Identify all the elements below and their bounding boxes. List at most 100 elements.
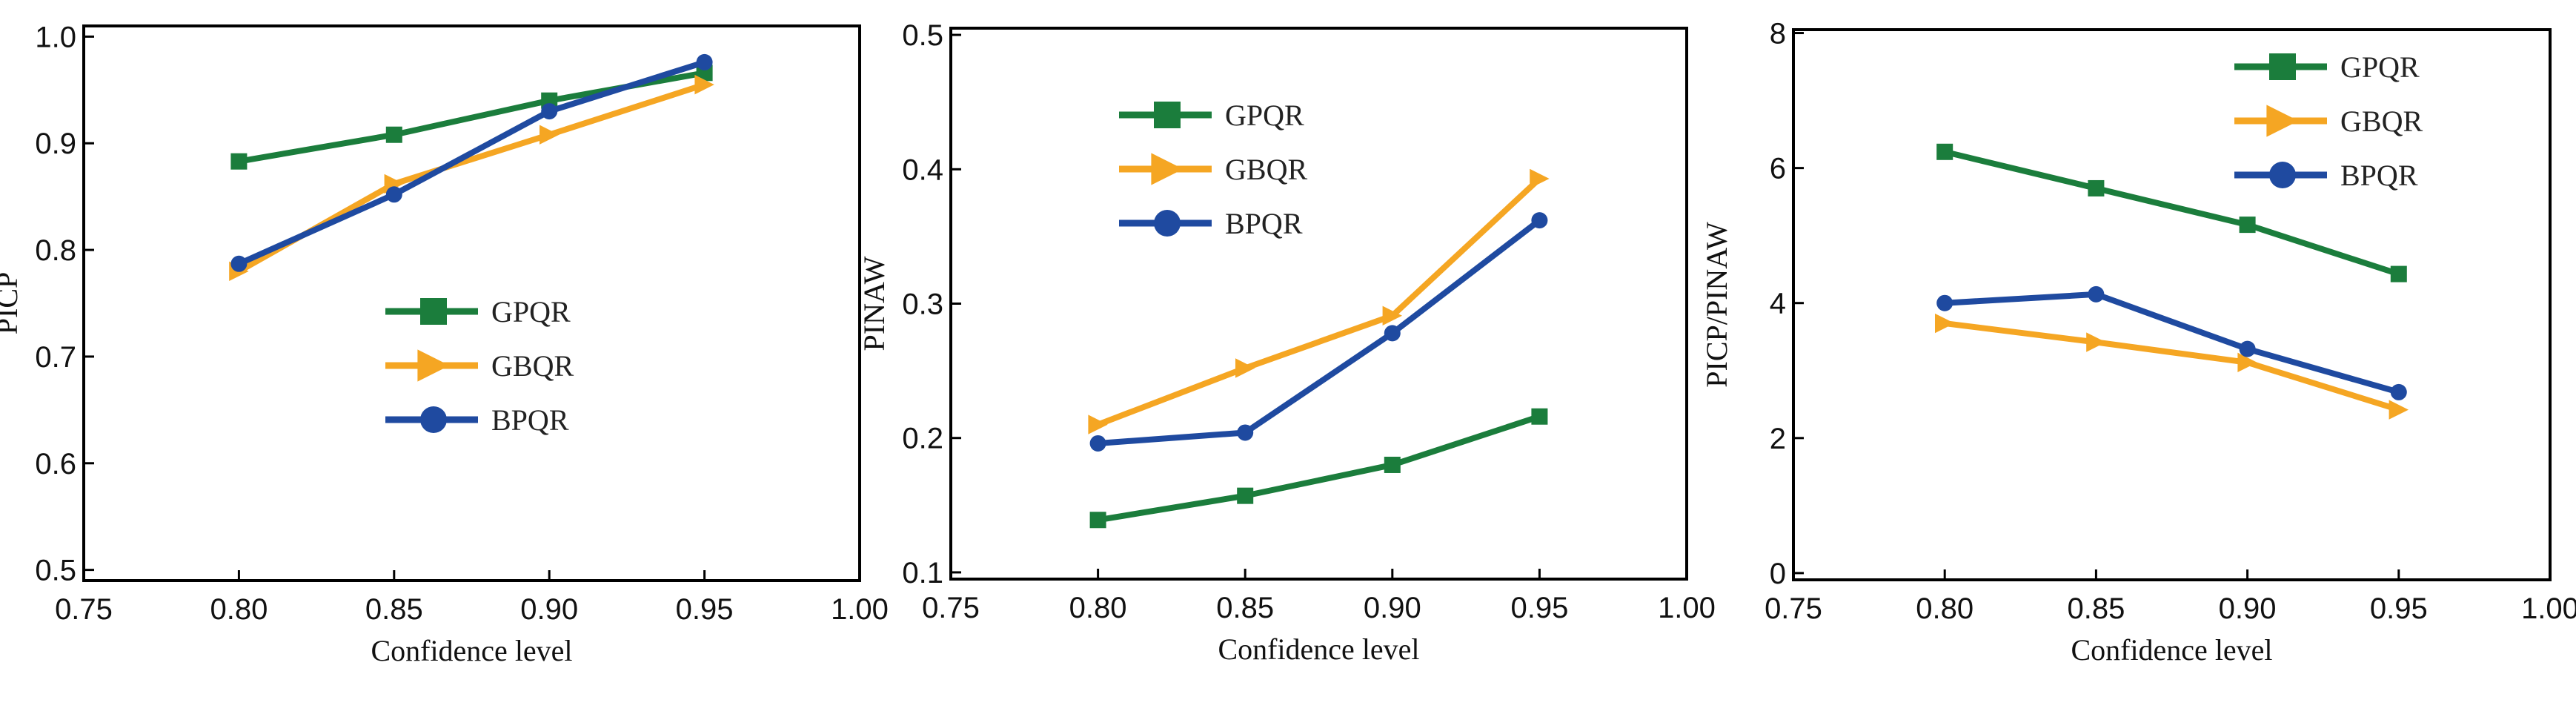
y-tick-label: 0.7 xyxy=(35,341,76,374)
x-tick-label: 0.80 xyxy=(1916,592,1974,625)
data-point xyxy=(1382,305,1402,326)
plot-frame xyxy=(82,24,861,582)
legend-label: BPQR xyxy=(2340,159,2418,192)
data-point xyxy=(1936,294,1953,311)
data-point xyxy=(2390,265,2407,282)
data-point xyxy=(2088,179,2105,196)
x-tick-label: 0.75 xyxy=(922,592,980,624)
data-point xyxy=(540,125,560,145)
series-gpqr xyxy=(1089,408,1548,529)
data-point xyxy=(1531,212,1548,229)
data-point xyxy=(230,153,248,170)
series-gbqr xyxy=(229,74,714,282)
x-tick-label: 0.90 xyxy=(2219,592,2277,625)
series-line xyxy=(1944,148,2400,277)
legend: GPQR GBQR BPQR xyxy=(2234,50,2423,192)
data-point xyxy=(1089,512,1106,529)
series-gbqr xyxy=(1935,313,2409,420)
x-axis-title: Confidence level xyxy=(2071,633,2272,667)
data-point xyxy=(1237,487,1254,504)
series-line xyxy=(1097,413,1541,523)
data-point xyxy=(1936,143,1953,160)
x-tick-label: 0.85 xyxy=(365,593,423,626)
legend-label: GPQR xyxy=(1225,99,1304,132)
x-tick-label: 0.75 xyxy=(55,593,113,626)
data-point xyxy=(1088,414,1108,435)
data-point xyxy=(230,255,248,272)
data-point xyxy=(1384,456,1401,473)
legend-marker xyxy=(417,349,450,382)
x-tick-label: 0.90 xyxy=(1364,592,1421,624)
legend-label: BPQR xyxy=(491,403,569,437)
y-tick-label: 0.4 xyxy=(902,153,943,186)
y-axis-title: PICP/PINAW xyxy=(1700,222,1733,388)
series-line xyxy=(1944,291,2400,395)
x-tick-label: 0.90 xyxy=(520,593,578,626)
y-tick-label: 4 xyxy=(1770,288,1786,320)
legend-label: GBQR xyxy=(1225,153,1307,186)
data-point xyxy=(696,53,713,70)
legend: GPQR GBQR BPQR xyxy=(385,295,574,437)
chart-panel-3: 0.75 0.80 0.85 0.90 0.95 1.00 0 2 4 6 8 Confidence … xyxy=(1700,18,2576,667)
series-line xyxy=(1944,320,2400,413)
data-point xyxy=(2390,383,2407,400)
data-point xyxy=(2088,285,2105,303)
x-tick-label: 1.00 xyxy=(831,593,889,626)
data-point xyxy=(1089,435,1106,452)
data-point xyxy=(541,103,558,120)
y-tick-label: 2 xyxy=(1770,423,1786,455)
legend-label: GPQR xyxy=(491,295,571,328)
x-axis-title: Confidence level xyxy=(371,634,572,667)
y-tick-label: 0.3 xyxy=(902,288,943,321)
legend-label: GPQR xyxy=(2340,50,2420,84)
y-tick-label: 1.0 xyxy=(35,21,76,53)
data-point xyxy=(1530,168,1550,189)
series-line xyxy=(1098,217,1541,446)
series-line xyxy=(237,59,706,267)
x-tick-label: 1.00 xyxy=(2521,592,2576,625)
y-tick-label: 0.5 xyxy=(35,555,76,587)
series-line xyxy=(1097,176,1542,428)
data-point xyxy=(1384,325,1401,342)
plot-frame xyxy=(949,27,1688,581)
legend-label: GBQR xyxy=(2340,105,2423,138)
data-point xyxy=(1237,424,1254,441)
y-tick-label: 0 xyxy=(1770,558,1786,590)
data-point xyxy=(1935,313,1955,334)
series-bpqr xyxy=(1936,285,2407,400)
legend-marker xyxy=(2269,162,2296,188)
x-tick-label: 0.75 xyxy=(1765,592,1822,625)
data-point xyxy=(694,74,714,95)
data-point xyxy=(2086,332,2106,352)
x-tick-label: 0.85 xyxy=(2067,592,2125,625)
x-tick-label: 0.80 xyxy=(1069,592,1127,624)
data-point xyxy=(2389,400,2409,420)
series-bpqr xyxy=(230,53,713,272)
y-axis-title: PICP xyxy=(0,272,24,335)
x-axis-title: Confidence level xyxy=(1218,632,1419,666)
data-point xyxy=(2239,217,2256,234)
data-point xyxy=(385,186,402,203)
series-bpqr xyxy=(1089,212,1548,452)
x-tick-label: 0.80 xyxy=(210,593,268,626)
data-point xyxy=(1235,358,1255,378)
series-gpqr xyxy=(1936,143,2407,282)
x-tick-label: 0.85 xyxy=(1216,592,1274,624)
legend-marker xyxy=(420,298,447,325)
y-tick-label: 0.8 xyxy=(35,234,76,267)
y-tick-label: 8 xyxy=(1770,18,1786,50)
y-tick-label: 0.6 xyxy=(35,448,76,480)
y-tick-label: 0.5 xyxy=(902,19,943,52)
y-tick-label: 0.2 xyxy=(902,423,943,455)
series-line xyxy=(237,82,706,274)
legend-marker xyxy=(1151,153,1184,185)
chart-panel-1: 0.75 0.80 0.85 0.90 0.95 1.00 0.5 0.6 0.7 0.8 0.9 1… xyxy=(0,21,889,667)
x-tick-label: 1.00 xyxy=(1658,592,1716,624)
legend-marker xyxy=(2266,105,2299,137)
data-point xyxy=(2237,352,2257,373)
legend-label: GBQR xyxy=(491,349,574,383)
data-point xyxy=(385,126,402,143)
series-gbqr xyxy=(1088,168,1550,435)
plot-frame xyxy=(1792,28,2552,581)
x-tick-label: 0.95 xyxy=(2370,592,2428,625)
